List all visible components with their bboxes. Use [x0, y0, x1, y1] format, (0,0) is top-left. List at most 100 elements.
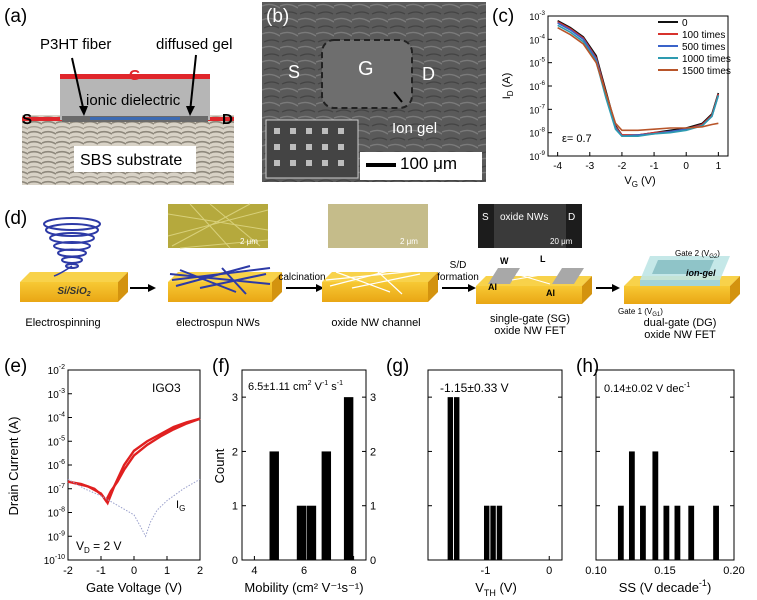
- chart-h-bar-6: [688, 505, 695, 560]
- chart-f-xtick-label: 4: [251, 565, 257, 577]
- chart-c-xlabel: VG (V): [624, 175, 655, 189]
- chart-e-ytick-label: 10-6: [48, 459, 65, 472]
- chart-e-xlabel: Gate Voltage (V): [86, 580, 182, 595]
- gate-label: G: [129, 67, 141, 84]
- step-dual-gate-fet: [624, 256, 740, 304]
- chart-g-bar-4: [496, 505, 503, 560]
- chart-e-xtick-label: 0: [131, 565, 137, 577]
- substrate-label: Si/SiO2: [57, 286, 90, 298]
- chart-g-bar-2: [483, 505, 490, 560]
- chart-h-bar-1: [628, 451, 635, 560]
- gate-region-outline: [321, 39, 413, 109]
- nw-micrograph-1-fibers: [167, 203, 269, 249]
- step-4-sub: oxide NW FET: [494, 325, 566, 337]
- l-label: L: [540, 254, 546, 264]
- step-2-caption: electrospun NWs: [176, 317, 260, 329]
- chart-c-xtick-label: -1: [650, 161, 659, 172]
- sem-s-label: S: [482, 212, 489, 223]
- sem-d-label: D: [568, 212, 575, 223]
- chart-c-ytick-label: 10-5: [529, 57, 545, 69]
- source-label: S: [22, 111, 32, 128]
- chart-h-bar-0: [617, 505, 624, 560]
- chart-f-bar-2: [306, 505, 317, 560]
- chart-e-series-2: [67, 478, 201, 538]
- chart-c-ylabel: ID (A): [501, 73, 515, 100]
- substrate-label-box: [74, 146, 196, 172]
- nw-micrograph-3: [478, 204, 582, 248]
- p3ht-channel: [90, 117, 180, 120]
- chart-g-annotation: -1.15±0.33 V: [440, 381, 509, 395]
- chart-e-series-1: [67, 417, 201, 503]
- step-5-caption: dual-gate (DG): [644, 317, 717, 329]
- panel-g-vth-histogram: -1 0 -1.15±0.33 V VTH (V): [427, 369, 563, 598]
- chart-f-ytick-label: 3: [232, 392, 238, 404]
- chart-h-bar-2: [640, 505, 646, 560]
- chart-e-ytick-label: 10-2: [48, 364, 65, 377]
- chart-e-ytick-label: 10-4: [48, 412, 65, 425]
- w-label: W: [500, 256, 509, 266]
- chart-g-xtick-label: 0: [546, 565, 552, 577]
- chart-c-ytick-label: 10-8: [529, 127, 545, 139]
- chart-f-xtick-label: 6: [301, 565, 307, 577]
- chart-c-ytick-label: 10-3: [529, 10, 545, 22]
- chart-h-bar-3: [652, 451, 659, 560]
- chart-f-ytick-label-right: 1: [370, 501, 376, 513]
- panel-d-process-flow: Si/SiO2 Electrospinning 2 μm electrospun…: [20, 203, 740, 341]
- chart-e-ytick-label: 10-5: [48, 435, 65, 448]
- sem-texture: [262, 2, 486, 182]
- chart-e-xtick-label: -2: [63, 565, 73, 577]
- scale-2: 2 μm: [400, 237, 418, 246]
- chart-e-series-0: [67, 417, 201, 506]
- chart-f-annotation: 6.5±1.11 cm2 V-1 s-1: [248, 380, 343, 393]
- sem-gel-label: Ion gel: [392, 120, 438, 137]
- chart-c-xtick-label: -2: [617, 161, 626, 172]
- sd-label-1: S/D: [450, 260, 467, 271]
- flow-arrow-3: [468, 284, 476, 292]
- chart-h-xtick-label: 0.15: [654, 565, 675, 577]
- chart-f-ytick-label: 2: [232, 446, 238, 458]
- chart-h-bar-4: [663, 505, 670, 560]
- scale-3: 20 μm: [550, 237, 573, 246]
- chart-f-ytick-label: 1: [232, 501, 238, 513]
- chart-g-bar-1: [454, 397, 460, 560]
- fiber-label: P3HT fiber: [40, 36, 111, 53]
- chart-e-ytick-label: 10-10: [44, 554, 65, 567]
- chart-f-ytick-label-right: 0: [370, 555, 376, 567]
- panel-label-f: (f): [212, 356, 230, 377]
- panel-a-device-schematic: P3HT fiber diffused gel G ionic dielectr…: [22, 36, 234, 185]
- chart-e-ylabel: Drain Current (A): [6, 417, 21, 516]
- spinning-coil: [43, 217, 101, 269]
- al-label-2: Al: [546, 288, 555, 298]
- chart-c-ytick-label: 10-7: [529, 103, 545, 115]
- chart-e-xtick-label: 2: [197, 565, 203, 577]
- chart-c-legend-label-0: 0: [682, 18, 688, 29]
- step-single-gate-fet: [476, 268, 592, 304]
- chart-c-legend-label-2: 500 times: [682, 42, 725, 53]
- step-5-sub: oxide NW FET: [644, 329, 716, 341]
- chart-f-xtick-label: 8: [351, 565, 357, 577]
- panel-e-transfer-chart: -2 -1 0 1 2 10-10 10-9 10-8 10-7 10-6 10-5 10-4 10-3…: [6, 364, 203, 595]
- chart-h-annotation: 0.14±0.02 V dec-1: [604, 382, 690, 395]
- step-electrospinning: [20, 217, 128, 302]
- panel-c-transfer-chart: -4 -3 -2 -1 0 110-910-810-710-610-510-410-301…: [501, 10, 731, 189]
- sem-gate-label: G: [358, 58, 374, 80]
- chart-f-bar-0: [269, 451, 279, 560]
- gel-label: diffused gel: [156, 36, 232, 53]
- step-electrospun-nws: [168, 265, 282, 302]
- chart-c-xtick-label: 0: [683, 161, 689, 172]
- al-label-1: Al: [488, 282, 497, 292]
- chart-c-legend-label-3: 1000 times: [682, 54, 731, 65]
- chart-f-ytick-label: 0: [232, 555, 238, 567]
- chart-g-xtick-label: -1: [481, 565, 491, 577]
- sem-scalebar-label: 100 μm: [400, 154, 458, 173]
- chart-e-ytick-label: 10-7: [48, 483, 65, 496]
- chart-f-bar-1: [296, 505, 307, 560]
- sd-label-2: formation: [437, 272, 479, 283]
- dielectric-label: ionic dielectric: [86, 92, 181, 109]
- chart-f-bar-3: [321, 451, 332, 560]
- panel-f-mobility-histogram: 4 6 8 0 0 1 1 2 2 3 3 6.5±1.11 cm2 V-1 s-1 Mobility …: [212, 369, 376, 595]
- flow-arrow-4: [612, 284, 620, 292]
- chart-e-ytick-label: 10-9: [48, 530, 65, 543]
- chart-h-xlabel: SS (V decade-1): [619, 578, 712, 595]
- panel-h-ss-histogram: 0.10 0.15 0.20 0.14±0.02 V dec-1 SS (V decad…: [585, 369, 745, 595]
